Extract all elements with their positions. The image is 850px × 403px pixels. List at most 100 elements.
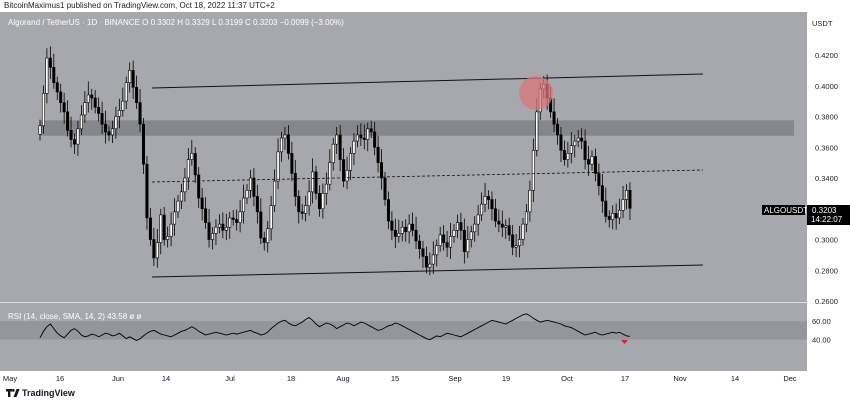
candle-down (290, 153, 294, 174)
price-tick-label: 0.4000 (815, 82, 838, 91)
candle-down (48, 57, 52, 68)
mid-channel-dotted-line (151, 169, 704, 183)
candle-down (583, 140, 587, 160)
ticker-label-box (762, 205, 805, 215)
candle-up (524, 211, 528, 225)
candle-up (573, 140, 577, 147)
candle-up (86, 94, 90, 103)
rsi-band (0, 321, 807, 340)
candle-down (338, 134, 342, 160)
candle-down (559, 134, 563, 151)
candle-down (486, 196, 490, 200)
candle-down (373, 131, 377, 148)
candle-down (262, 237, 266, 243)
time-tick-label: 16 (56, 374, 64, 383)
last-price: 0.3203 (812, 206, 837, 215)
candle-up (428, 263, 432, 268)
candle-up (590, 156, 594, 165)
rsi-tick-label: 40.00 (812, 336, 831, 345)
candle-up (531, 150, 535, 191)
candle-down (314, 171, 318, 194)
bar-countdown: 14:22:07 (811, 215, 843, 224)
candle-up (455, 222, 459, 231)
candle-down (507, 225, 511, 236)
candle-up (273, 180, 277, 206)
candle-down (148, 217, 152, 240)
rsi-axis-panel (807, 305, 850, 371)
candle-up (83, 102, 87, 116)
published-header: BitcoinMaximus1 published on TradingView… (0, 0, 850, 12)
price-tick-label: 0.2600 (815, 297, 838, 306)
candle-down (204, 208, 208, 223)
price-tick-label: 0.3800 (815, 113, 838, 122)
candle-up (211, 233, 215, 240)
candle-down (552, 111, 556, 125)
price-chart[interactable]: 0.42000.40000.38000.36000.34000.32000.30… (0, 12, 850, 384)
candle-up (217, 223, 221, 228)
candle-down (297, 196, 301, 213)
candle-down (604, 200, 608, 217)
time-tick-label: 19 (502, 374, 510, 383)
candle-down (235, 219, 239, 223)
candle-down (152, 239, 156, 259)
price-tick-label: 0.2800 (815, 266, 838, 275)
candle-up (480, 203, 484, 216)
candle-up (352, 140, 356, 154)
candle-down (593, 156, 597, 174)
candle-up (214, 226, 218, 234)
candle-up (324, 183, 328, 194)
candle-down (131, 70, 135, 88)
rsi-info-line: RSI (14, close, SMA, 14, 2) 43.58 ø ø (8, 312, 142, 321)
candle-up (335, 134, 339, 145)
candle-up (169, 223, 173, 237)
candle-up (76, 128, 80, 145)
candle-up (190, 153, 194, 160)
candle-up (431, 254, 435, 265)
candle-down (145, 163, 149, 219)
candle-up (307, 191, 311, 206)
candle-up (397, 233, 401, 237)
candle-up (504, 225, 508, 228)
candle-down (107, 131, 111, 136)
candle-up (514, 245, 518, 248)
time-tick-label: Oct (561, 374, 574, 383)
candle-down (493, 208, 497, 222)
candle-up (407, 223, 411, 233)
candle-down (300, 211, 304, 214)
candle-down (421, 248, 425, 257)
candle-down (104, 123, 108, 133)
candle-up (179, 191, 183, 202)
candle-down (197, 174, 201, 199)
candle-up (569, 145, 573, 154)
candle-down (293, 173, 297, 197)
candle-up (176, 200, 180, 213)
candle-down (142, 123, 146, 165)
candle-up (321, 193, 325, 210)
time-tick-label: Jun (112, 374, 124, 383)
candle-down (614, 213, 618, 219)
candle-up (248, 177, 252, 191)
candle-up (618, 209, 622, 219)
candle-up (238, 211, 242, 223)
candle-down (628, 190, 632, 209)
candle-up (245, 190, 249, 199)
candle-up (452, 229, 456, 237)
candle-up (159, 214, 163, 243)
candle-down (59, 91, 63, 103)
upper-channel-line (151, 73, 704, 89)
time-tick-label: 14 (731, 374, 739, 383)
price-tick-label: 0.4200 (815, 51, 838, 60)
candle-down (286, 134, 290, 154)
candle-down (221, 223, 225, 231)
candle-up (41, 93, 45, 127)
candle-up (242, 197, 246, 213)
candle-up (186, 159, 190, 179)
candle-up (311, 171, 315, 193)
candle-down (255, 196, 259, 213)
candle-down (342, 159, 346, 182)
candle-up (128, 70, 132, 83)
candle-down (193, 153, 197, 176)
candle-down (252, 177, 256, 197)
candle-up (224, 226, 228, 231)
candle-down (500, 223, 504, 228)
